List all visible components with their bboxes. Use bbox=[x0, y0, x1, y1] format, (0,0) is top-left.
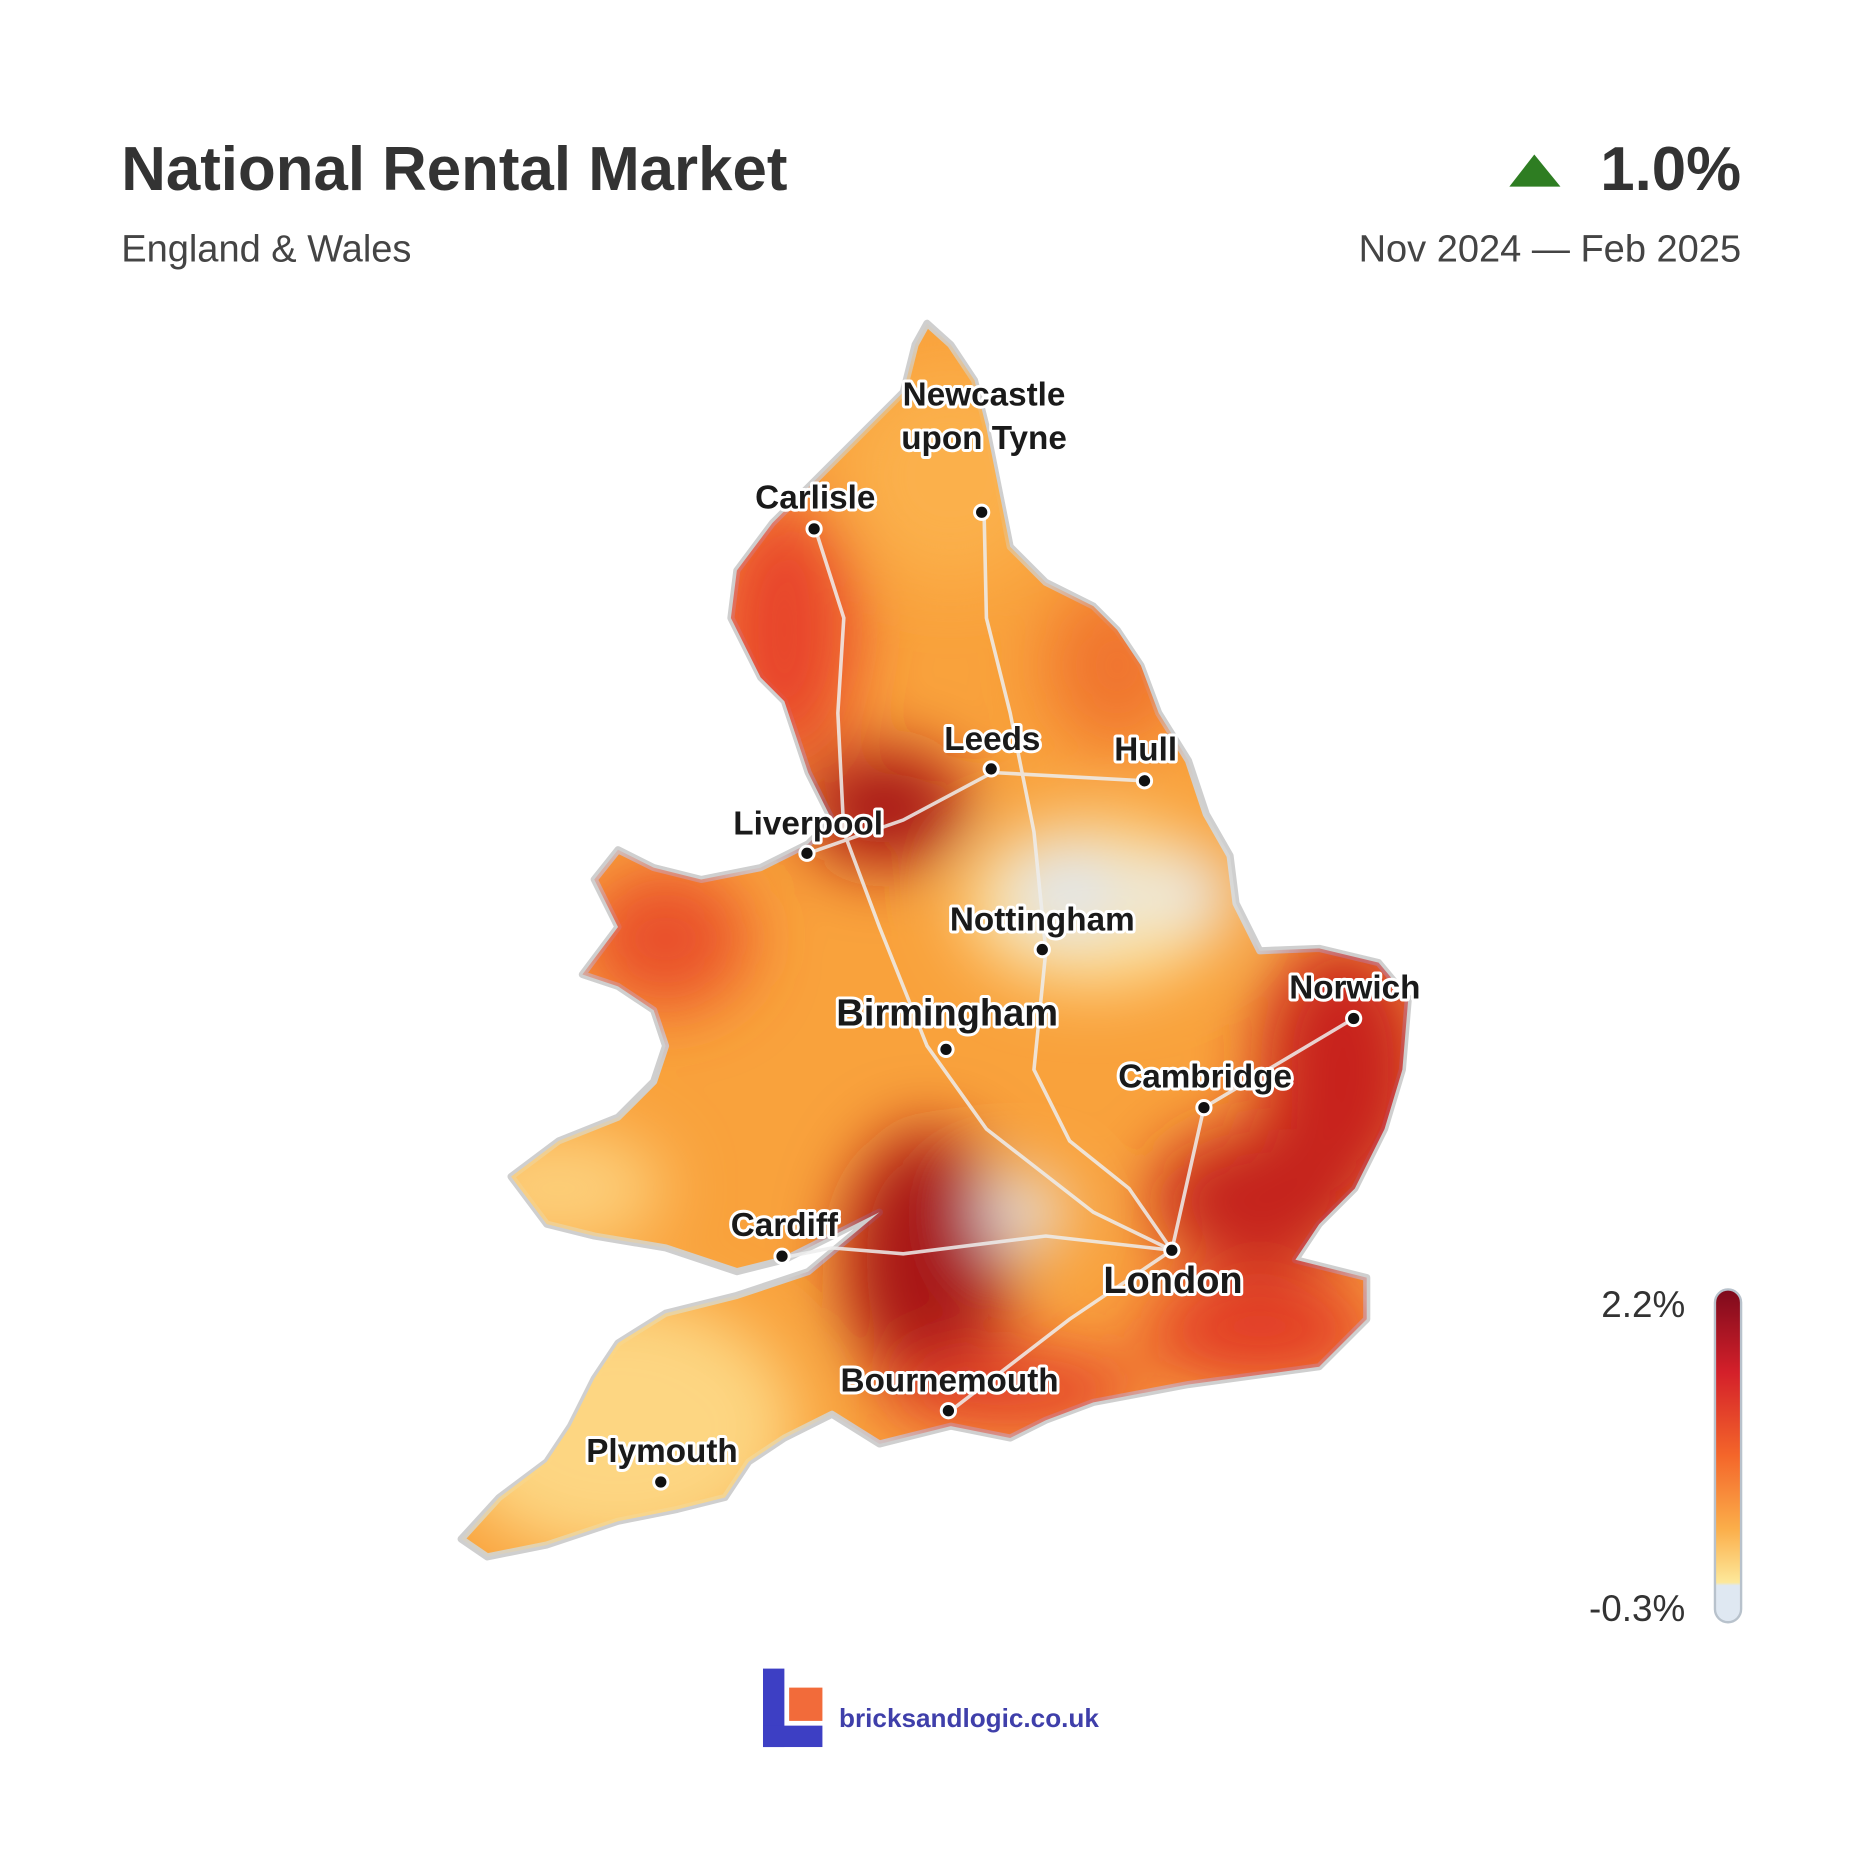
city-dot bbox=[1033, 940, 1051, 959]
city-label: Cardiff bbox=[731, 1207, 839, 1244]
legend-max: 2.2% bbox=[1601, 1284, 1685, 1325]
city-label: upon Tyne bbox=[901, 420, 1067, 457]
city: Liverpool bbox=[730, 802, 886, 862]
logo bbox=[762, 1668, 823, 1748]
city: Plymouth bbox=[583, 1430, 741, 1491]
city-label: Plymouth bbox=[586, 1433, 738, 1470]
city: Cardiff bbox=[728, 1204, 842, 1265]
city-dot bbox=[652, 1473, 670, 1491]
city-dot bbox=[1135, 772, 1154, 790]
city-label: Cambridge bbox=[1118, 1058, 1292, 1095]
city: London bbox=[1100, 1241, 1246, 1305]
title: National Rental Market bbox=[121, 135, 787, 204]
city-label: London bbox=[1103, 1260, 1242, 1302]
city-dot bbox=[973, 503, 991, 521]
city-label: Newcastle bbox=[903, 376, 1066, 413]
city: Carlisle bbox=[752, 477, 878, 538]
city: Cambridge bbox=[1115, 1055, 1295, 1117]
up-arrow bbox=[1509, 154, 1561, 187]
change: 1.0% bbox=[1600, 135, 1741, 204]
city-dot bbox=[1163, 1241, 1181, 1259]
city: Hull bbox=[1111, 729, 1180, 790]
city-dot bbox=[982, 760, 1000, 778]
legend-min: -0.3% bbox=[1589, 1588, 1685, 1629]
city-label: Carlisle bbox=[755, 480, 875, 517]
cities: Carlisle Newcastle upon Tyne Leeds Hull Liver… bbox=[583, 373, 1423, 1491]
city-label: Liverpool bbox=[733, 805, 883, 842]
city-label: Birmingham bbox=[836, 993, 1058, 1035]
city-label: Hull bbox=[1114, 732, 1177, 769]
city-dot bbox=[1195, 1099, 1213, 1117]
city: Leeds bbox=[941, 718, 1043, 778]
heat-regions bbox=[461, 368, 1409, 1557]
city-label: Bournemouth bbox=[841, 1363, 1059, 1400]
city-dot bbox=[937, 1040, 955, 1059]
city: Bournemouth bbox=[838, 1360, 1062, 1420]
city: Nottingham bbox=[947, 899, 1138, 959]
city: Birmingham bbox=[833, 990, 1061, 1059]
city-dot bbox=[805, 520, 823, 538]
brand: bricksandlogic.co.uk bbox=[839, 1703, 1099, 1733]
colorbar bbox=[1713, 1288, 1743, 1624]
period: Nov 2024 — Feb 2025 bbox=[1359, 228, 1742, 270]
city-dot bbox=[1345, 1009, 1363, 1028]
city: Newcastle upon Tyne bbox=[898, 373, 1070, 521]
city-dot bbox=[773, 1247, 791, 1265]
city-label: Leeds bbox=[944, 721, 1040, 758]
city: Norwich bbox=[1286, 966, 1423, 1028]
subtitle: England & Wales bbox=[121, 228, 411, 270]
city-label: Norwich bbox=[1289, 969, 1420, 1006]
city-dot bbox=[939, 1402, 958, 1420]
city-dot bbox=[798, 844, 816, 862]
city-label: Nottingham bbox=[950, 902, 1135, 939]
